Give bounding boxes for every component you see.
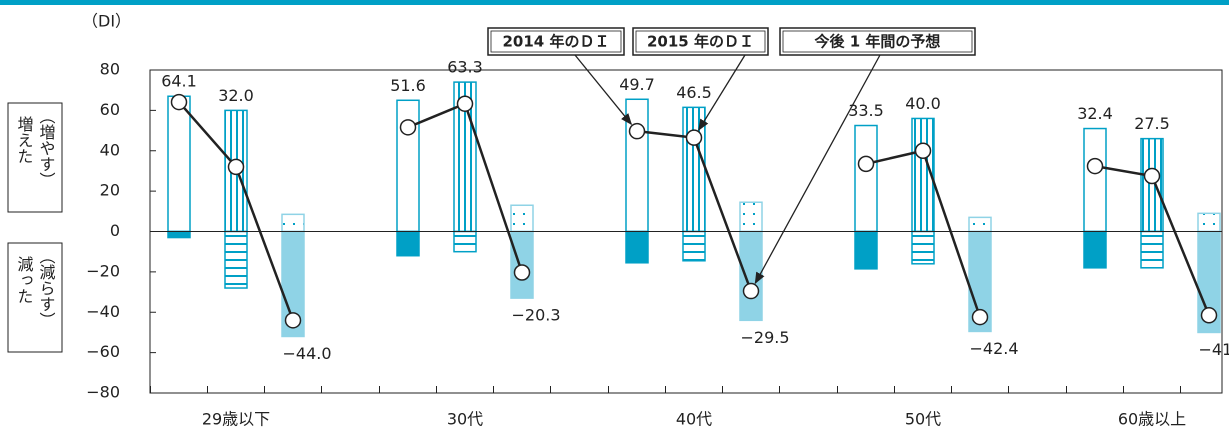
di-point xyxy=(513,264,531,281)
value-label: 46.5 xyxy=(676,83,712,102)
bar-decrease xyxy=(625,230,649,264)
legend-box xyxy=(632,27,769,56)
value-label: 40.0 xyxy=(905,94,941,113)
di-point xyxy=(914,142,932,159)
value-label: −44.0 xyxy=(282,344,331,363)
x-tick-label: 30代 xyxy=(447,410,483,429)
legend-box xyxy=(779,27,976,56)
legend-box-inner xyxy=(635,30,766,53)
value-label: −42.4 xyxy=(969,339,1018,358)
legend-box xyxy=(487,27,625,56)
x-tick-label: 29歳以下 xyxy=(202,410,270,429)
bar-decrease xyxy=(911,230,935,265)
increase-label: 増えた xyxy=(15,116,34,164)
di-point xyxy=(628,122,646,140)
y-axis-label: （DI） xyxy=(82,12,131,31)
x-tick-label: 40代 xyxy=(676,410,712,429)
value-label: 32.4 xyxy=(1077,104,1113,123)
legend-label: 今後 1 年間の予想 xyxy=(814,33,941,51)
bar-increase xyxy=(739,201,763,233)
di-point xyxy=(1143,167,1161,185)
y-tick-label: 60 xyxy=(100,100,120,119)
bar-increase xyxy=(1140,137,1164,233)
di-point xyxy=(1200,307,1218,324)
di-point xyxy=(685,129,703,146)
y-tick-label: −80 xyxy=(86,383,120,402)
di-point xyxy=(742,282,760,300)
legend-arrow xyxy=(574,54,633,126)
top-band xyxy=(0,0,1229,5)
value-label: 49.7 xyxy=(619,75,655,94)
bar-decrease xyxy=(682,230,706,262)
bar-increase xyxy=(1197,212,1221,233)
di-point xyxy=(857,155,875,173)
value-label: −20.3 xyxy=(511,306,560,325)
y-tick-label: −40 xyxy=(86,302,120,321)
bar-decrease xyxy=(1140,230,1164,269)
bar-increase xyxy=(167,95,191,233)
value-label: 32.0 xyxy=(218,86,254,105)
bar-increase xyxy=(510,204,534,233)
value-label: 51.6 xyxy=(390,76,426,95)
bar-increase xyxy=(968,216,992,233)
increase-sub: （増やす） xyxy=(37,108,56,188)
bar-increase xyxy=(281,213,305,233)
y-tick-label: 20 xyxy=(100,181,120,200)
bar-decrease xyxy=(1083,230,1107,269)
di-point xyxy=(456,95,474,112)
bar-increase xyxy=(1083,127,1107,233)
bar-decrease xyxy=(453,230,477,253)
value-label: 27.5 xyxy=(1134,114,1170,133)
legend-arrow xyxy=(754,54,881,285)
bar-decrease xyxy=(396,230,420,257)
y-tick-label: 40 xyxy=(100,140,120,159)
decrease-box xyxy=(7,242,63,353)
legend-arrow xyxy=(698,54,746,131)
decrease-sub: （減らす） xyxy=(37,248,56,328)
di-point xyxy=(284,312,302,329)
legend-label: 2014 年のＤＩ xyxy=(503,33,610,51)
legend-box-inner xyxy=(782,30,973,53)
value-label: 33.5 xyxy=(848,101,884,120)
bar-increase xyxy=(854,124,878,233)
di-point xyxy=(399,119,417,136)
bar-increase xyxy=(625,98,649,233)
value-label: −29.5 xyxy=(740,328,789,347)
di-point xyxy=(1086,157,1104,175)
legend-label: 2015 年のＤＩ xyxy=(647,33,754,51)
legend-box-inner xyxy=(490,30,622,53)
bar-decrease xyxy=(167,230,191,239)
increase-box xyxy=(7,102,63,213)
di-point xyxy=(971,308,989,326)
bar-decrease xyxy=(854,230,878,270)
y-tick-label: 80 xyxy=(100,60,120,79)
decrease-label: 減った xyxy=(15,256,34,304)
value-label: 63.3 xyxy=(447,58,483,77)
x-tick-label: 50代 xyxy=(905,410,941,429)
y-tick-label: −60 xyxy=(86,342,120,361)
di-point xyxy=(227,158,245,176)
x-tick-label: 60歳以上 xyxy=(1118,410,1186,429)
di-point xyxy=(170,93,188,111)
y-tick-label: 0 xyxy=(110,221,120,240)
y-tick-label: −20 xyxy=(86,261,120,280)
value-label: 64.1 xyxy=(161,72,197,91)
value-label: −41.5 xyxy=(1198,340,1229,359)
bar-decrease xyxy=(224,230,248,289)
